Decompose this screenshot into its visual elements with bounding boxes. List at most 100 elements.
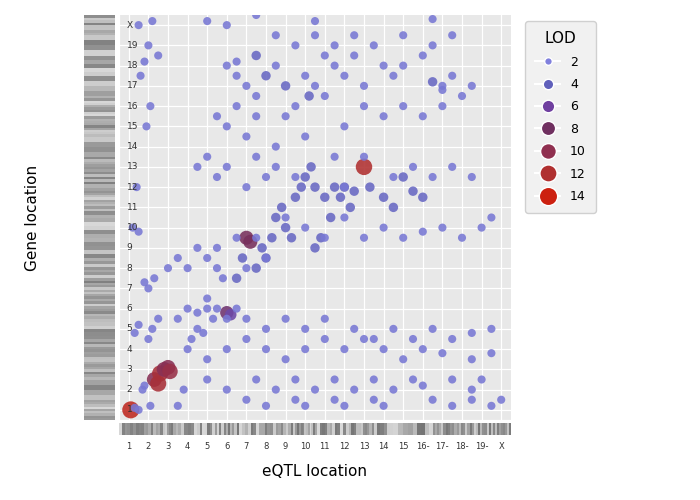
Text: X: X	[127, 20, 132, 30]
Point	[319, 315, 330, 323]
Bar	[330, 422, 332, 435]
Bar	[84, 226, 116, 230]
Point	[329, 153, 340, 161]
Point	[143, 42, 154, 50]
Point	[315, 234, 326, 242]
Point	[368, 376, 379, 384]
Bar	[370, 422, 372, 435]
Point	[251, 11, 262, 19]
Point	[447, 402, 458, 410]
Point	[231, 304, 242, 312]
Point	[280, 82, 291, 90]
Bar	[390, 422, 393, 435]
Text: 16: 16	[127, 102, 138, 110]
Point	[251, 112, 262, 120]
Bar	[130, 422, 133, 435]
Text: 13: 13	[127, 162, 138, 172]
Point	[251, 52, 262, 60]
Point	[143, 335, 154, 343]
Point	[225, 310, 237, 318]
Point	[329, 396, 340, 404]
Point	[358, 82, 370, 90]
Point	[427, 78, 438, 86]
Point	[447, 72, 458, 80]
Bar	[84, 20, 116, 22]
Bar	[84, 308, 116, 311]
Point	[427, 396, 438, 404]
Bar	[84, 218, 116, 222]
Point	[141, 122, 152, 130]
Point	[270, 31, 281, 40]
Bar	[172, 422, 174, 435]
Bar	[84, 359, 116, 362]
Bar	[308, 422, 309, 435]
Bar	[393, 422, 398, 435]
Bar	[84, 326, 116, 329]
Point	[476, 376, 487, 384]
Point	[466, 396, 477, 404]
Bar	[84, 130, 116, 132]
Point	[329, 376, 340, 384]
Point	[305, 163, 316, 171]
Text: 11: 11	[320, 442, 330, 451]
Point	[437, 102, 448, 110]
Bar	[232, 422, 234, 435]
X-axis label: eQTL location: eQTL location	[262, 464, 368, 479]
Bar	[84, 105, 116, 108]
Bar	[84, 283, 116, 285]
Bar	[84, 285, 116, 287]
Bar	[84, 336, 116, 339]
Bar	[239, 422, 242, 435]
Point	[447, 163, 458, 171]
Bar	[273, 422, 276, 435]
Text: 14: 14	[378, 442, 389, 451]
Bar	[441, 422, 444, 435]
Point	[251, 92, 262, 100]
Point	[456, 234, 468, 242]
Bar	[230, 422, 232, 435]
Point	[349, 187, 360, 195]
Bar	[84, 134, 116, 136]
Bar	[84, 206, 116, 208]
Point	[309, 183, 321, 191]
Bar	[84, 152, 116, 157]
Point	[147, 17, 158, 25]
Point	[407, 187, 419, 195]
Bar	[351, 422, 354, 435]
Text: 15: 15	[127, 122, 138, 131]
Point	[398, 31, 409, 40]
Bar	[84, 197, 116, 200]
Bar	[84, 114, 116, 116]
Point	[437, 224, 448, 232]
Point	[241, 335, 252, 343]
Bar	[84, 128, 116, 130]
Bar	[84, 164, 116, 167]
Bar	[207, 422, 210, 435]
Point	[309, 31, 321, 40]
Point	[270, 386, 281, 394]
Bar	[84, 346, 116, 349]
Point	[221, 163, 232, 171]
Point	[427, 173, 438, 181]
Bar	[84, 98, 116, 100]
Legend: 2, 4, 6, 8, 10, 12, 14: 2, 4, 6, 8, 10, 12, 14	[525, 21, 596, 213]
Bar	[210, 422, 212, 435]
Bar	[84, 332, 116, 336]
Point	[319, 92, 330, 100]
Point	[339, 72, 350, 80]
Bar	[194, 422, 197, 435]
Point	[237, 254, 248, 262]
Point	[162, 364, 174, 372]
Bar	[84, 266, 116, 270]
Bar	[84, 110, 116, 112]
Bar	[84, 100, 116, 103]
Bar	[84, 319, 116, 322]
Point	[398, 62, 409, 70]
Point	[466, 173, 477, 181]
Point	[133, 321, 144, 329]
Bar	[507, 422, 509, 435]
Bar	[84, 222, 116, 226]
Bar	[84, 280, 116, 283]
Bar	[84, 186, 116, 188]
Point	[182, 304, 193, 312]
